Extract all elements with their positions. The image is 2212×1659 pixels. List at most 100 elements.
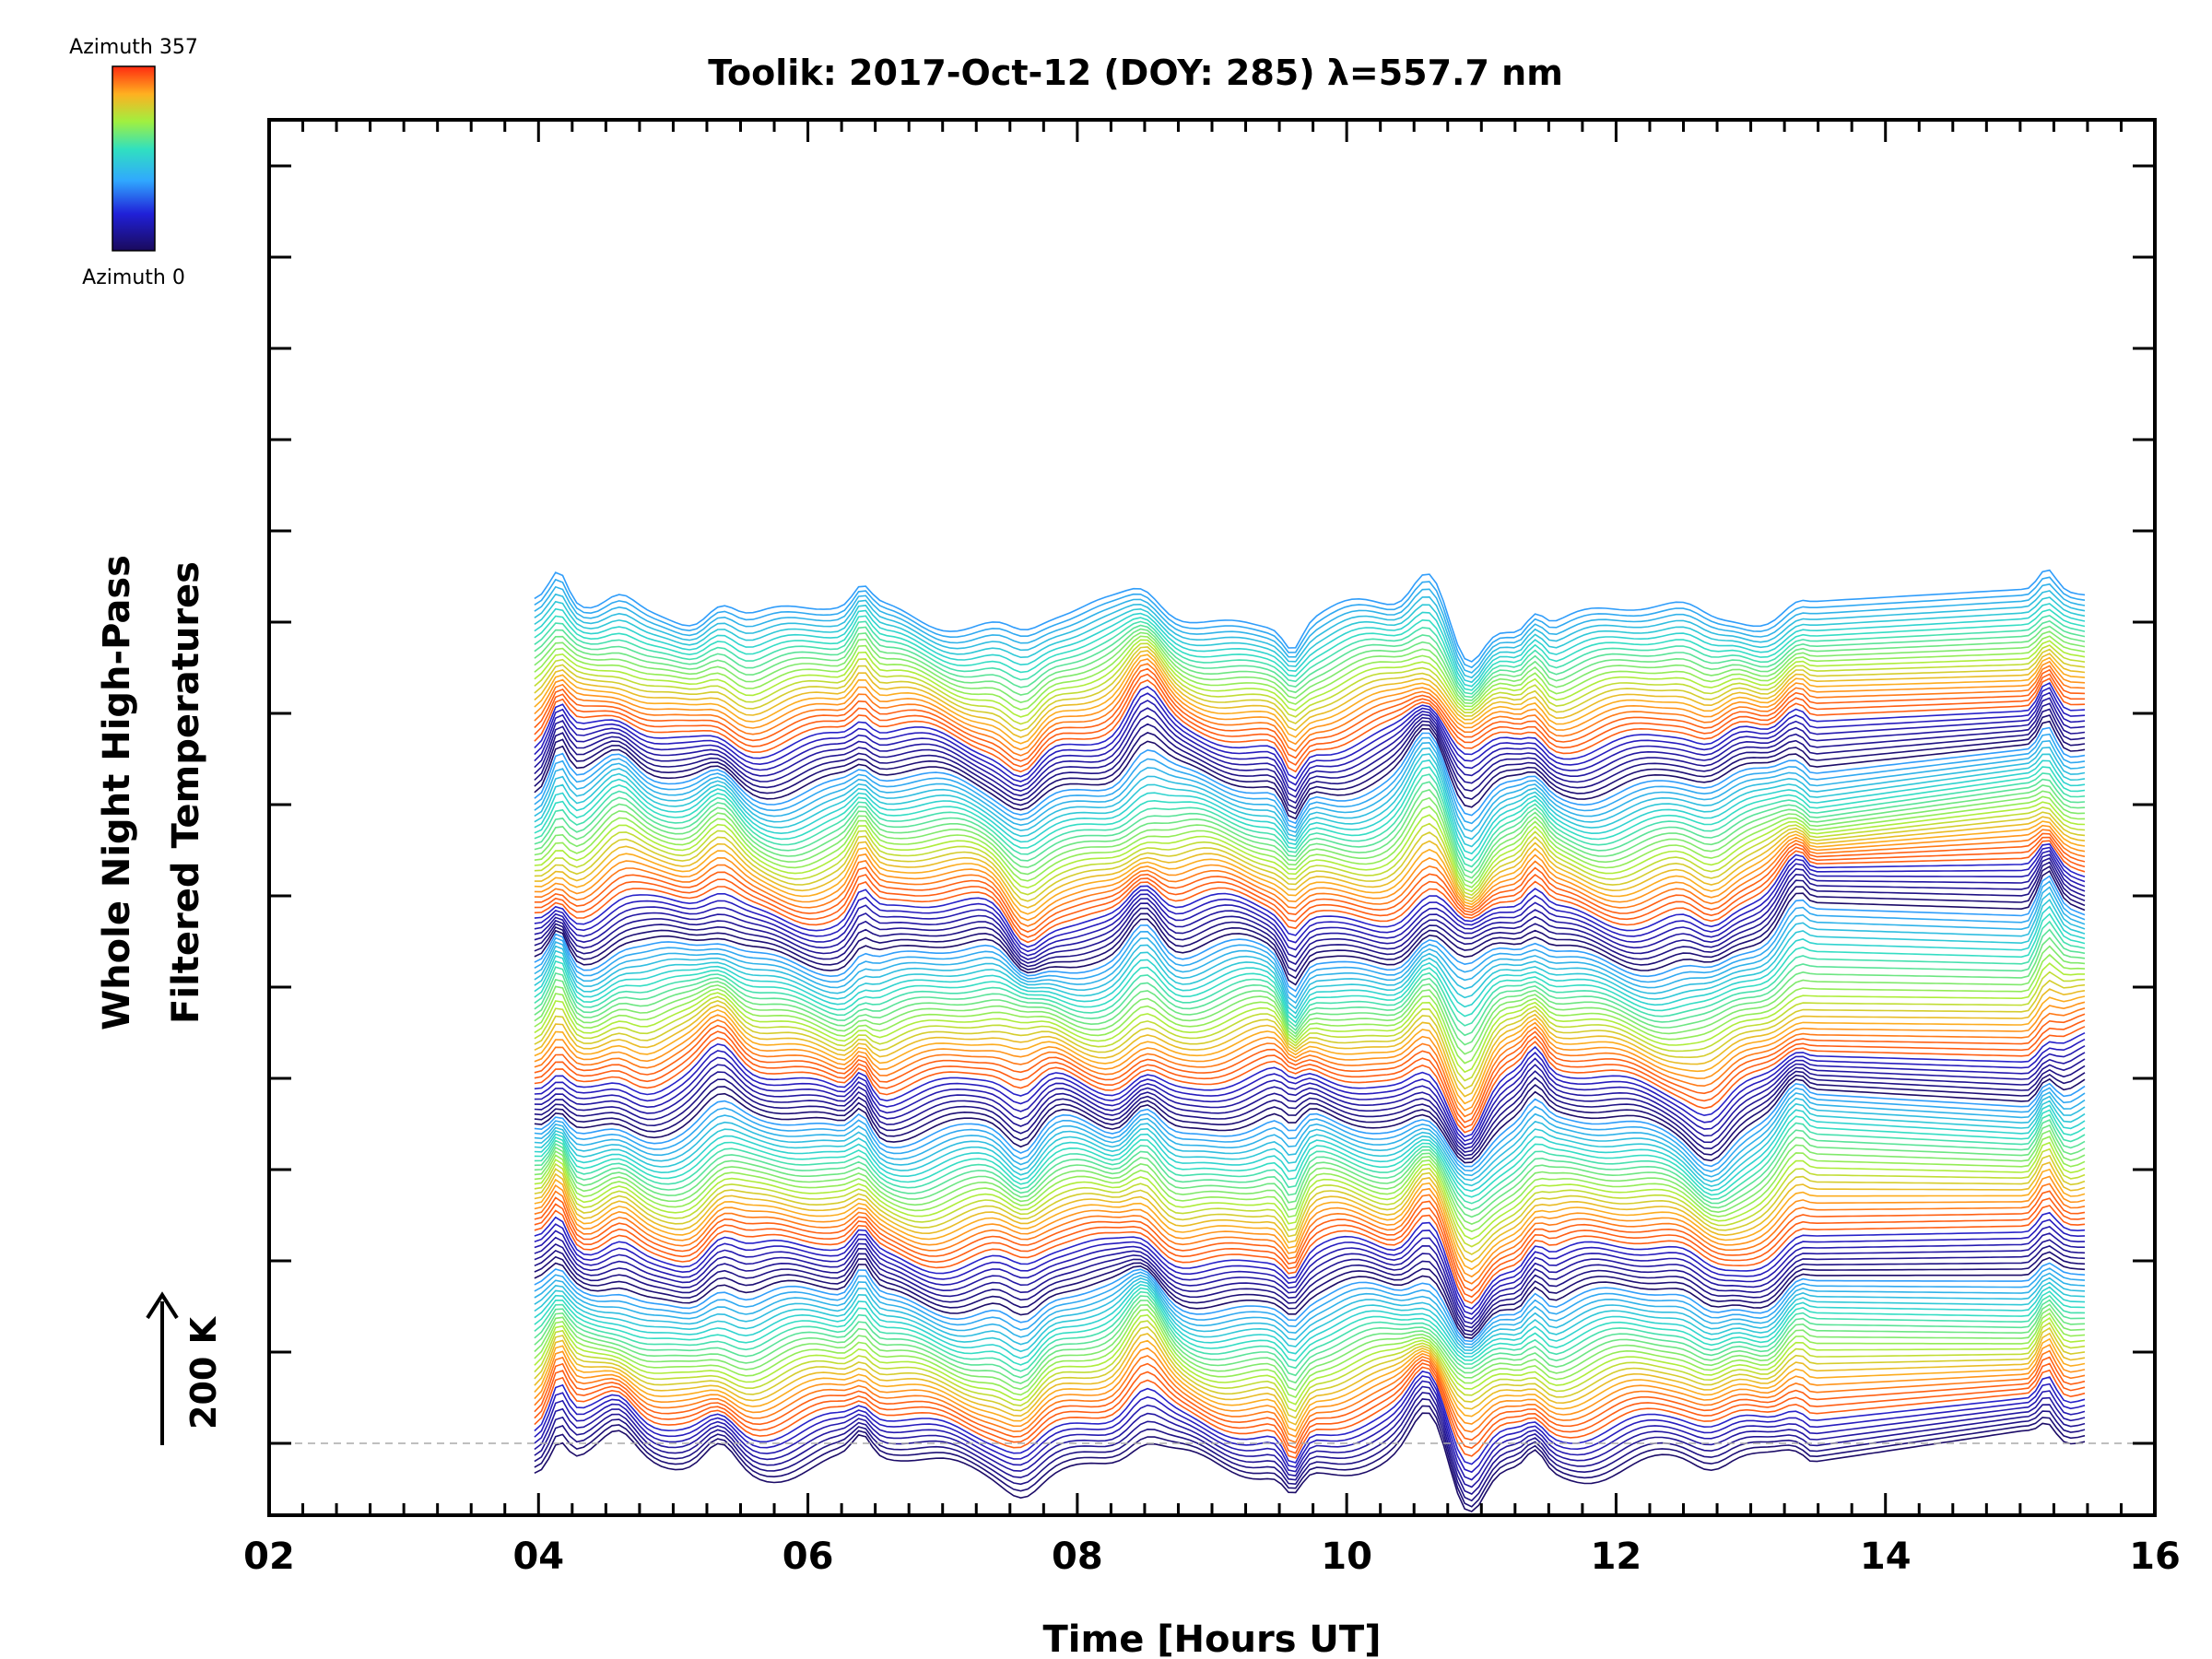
temperature-trace — [534, 646, 2086, 732]
temperature-trace — [534, 658, 2086, 751]
temperature-trace — [534, 846, 2086, 953]
temperature-trace — [534, 576, 2086, 669]
temperature-trace — [534, 1272, 2086, 1348]
temperature-trace — [534, 708, 2086, 810]
temperature-trace — [534, 829, 2086, 927]
temperature-trace — [534, 590, 2086, 679]
temperature-trace — [534, 1007, 2086, 1118]
temperature-trace — [534, 1038, 2086, 1142]
temperature-trace — [534, 1091, 2086, 1178]
temperature-trace — [534, 861, 2086, 972]
scale-bar-arrowhead — [146, 1291, 179, 1320]
temperature-trace — [534, 596, 2086, 684]
temperature-trace — [534, 1135, 2086, 1232]
plot-frame — [267, 118, 2157, 1517]
x-tick-label: 08 — [1052, 1535, 1103, 1578]
temperature-trace — [534, 795, 2086, 888]
temperature-trace — [534, 1385, 2086, 1488]
x-tick-label: 02 — [243, 1535, 295, 1578]
chart-title: Toolik: 2017-Oct-12 (DOY: 285) λ=557.7 n… — [708, 53, 1563, 93]
temperature-trace — [534, 836, 2086, 938]
temperature-trace — [534, 1349, 2086, 1444]
temperature-trace — [534, 1280, 2086, 1355]
temperature-trace — [534, 1175, 2086, 1278]
temperature-trace — [534, 1356, 2086, 1449]
temperature-trace — [534, 790, 2086, 884]
temperature-trace — [534, 1226, 2086, 1321]
colorbar-bottom-label: Azimuth 0 — [82, 266, 185, 289]
temperature-trace — [534, 639, 2086, 718]
temperature-trace — [534, 1332, 2086, 1426]
x-tick-label: 04 — [512, 1535, 564, 1578]
temperature-trace — [534, 1031, 2086, 1138]
temperature-trace — [534, 920, 2086, 1028]
temperature-trace — [534, 1371, 2086, 1465]
temperature-trace — [534, 747, 2086, 841]
temperature-trace — [534, 766, 2086, 862]
temperature-trace — [534, 1087, 2086, 1173]
temperature-trace — [534, 1182, 2086, 1285]
temperature-trace — [534, 1205, 2086, 1304]
temperature-trace — [534, 569, 2086, 663]
temperature-trace — [534, 1026, 2086, 1134]
temperature-trace — [534, 1082, 2086, 1168]
temperature-trace — [534, 608, 2086, 691]
temperature-trace — [534, 953, 2086, 1065]
temperature-trace — [534, 650, 2086, 738]
temperature-trace — [534, 869, 2086, 986]
temperature-trace — [534, 653, 2086, 745]
temperature-trace — [534, 702, 2086, 805]
temperature-trace — [534, 1232, 2085, 1324]
temperature-trace — [534, 1044, 2086, 1147]
temperature-trace — [534, 1113, 2086, 1205]
temperature-trace — [534, 1344, 2086, 1438]
temperature-trace — [534, 1100, 2086, 1187]
temperature-trace — [534, 615, 2086, 695]
trace-group — [534, 569, 2086, 1512]
temperature-trace — [534, 1001, 2086, 1112]
temperature-trace — [534, 886, 2086, 1005]
temperature-trace — [534, 1283, 2086, 1359]
temperature-trace — [534, 1109, 2086, 1198]
temperature-trace — [534, 1392, 2086, 1495]
x-tick-labels: 02 04 06 08 10 12 14 16 — [243, 1535, 2181, 1578]
temperature-trace — [534, 928, 2086, 1037]
temperature-trace — [534, 1313, 2086, 1406]
temperature-trace — [534, 620, 2086, 699]
scale-bar: 200 K — [146, 1291, 224, 1445]
temperature-trace — [534, 1362, 2086, 1454]
temperature-trace — [534, 1290, 2086, 1372]
temperature-trace — [534, 912, 2086, 1024]
temperature-trace — [534, 663, 2086, 757]
x-axis-label: Time [Hours UT] — [1043, 1618, 1382, 1659]
temperature-trace — [534, 1154, 2086, 1255]
temperature-trace — [534, 1337, 2086, 1432]
temperature-trace — [534, 842, 2086, 948]
temperature-trace — [534, 772, 2086, 868]
temperature-trace — [534, 1019, 2086, 1129]
temperature-trace — [534, 687, 2086, 786]
x-tick-label: 06 — [782, 1535, 834, 1578]
temperature-trace — [534, 971, 2086, 1082]
temperature-trace — [534, 806, 2086, 897]
temperature-trace — [534, 1218, 2086, 1315]
temperature-trace — [534, 1190, 2086, 1292]
temperature-trace — [534, 945, 2086, 1055]
temperature-trace — [534, 1104, 2086, 1193]
x-tick-label: 12 — [1591, 1535, 1642, 1578]
temperature-trace — [534, 1295, 2086, 1379]
temperature-trace — [534, 677, 2086, 773]
temperature-trace — [534, 635, 2086, 711]
temperature-trace — [534, 630, 2086, 705]
temperature-trace — [534, 1197, 2086, 1299]
temperature-trace — [534, 1013, 2086, 1124]
temperature-trace — [534, 739, 2086, 833]
temperature-trace — [534, 1405, 2086, 1508]
temperature-trace — [534, 733, 2086, 830]
temperature-trace — [534, 995, 2086, 1105]
temperature-trace — [534, 905, 2086, 1019]
temperature-trace — [534, 667, 2086, 762]
temperature-trace — [534, 1052, 2086, 1150]
temperature-trace — [534, 784, 2086, 879]
